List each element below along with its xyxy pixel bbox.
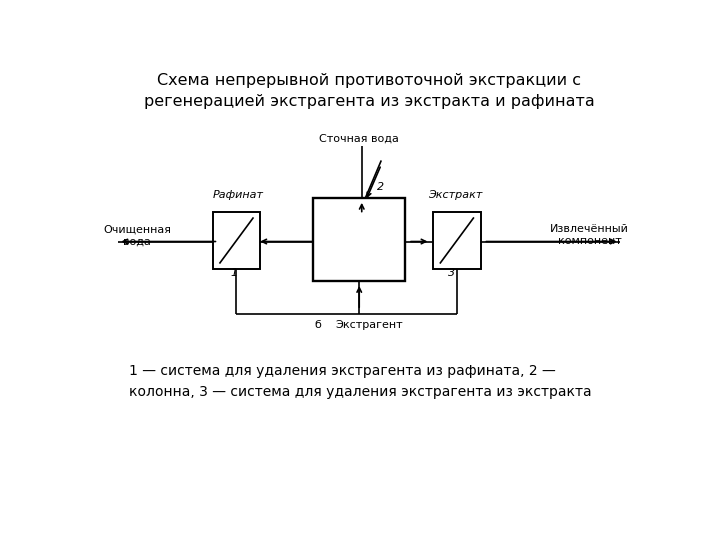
Text: 2: 2: [377, 183, 384, 192]
Text: Экстракт: Экстракт: [428, 190, 482, 200]
Text: 1 — система для удаления экстрагента из рафината, 2 —
колонна, 3 — система для у: 1 — система для удаления экстрагента из …: [129, 364, 592, 399]
Text: Сточная вода: Сточная вода: [319, 134, 399, 144]
Text: Схема непрерывной противоточной экстракции с
регенерацией экстрагента из экстрак: Схема непрерывной противоточной экстракц…: [143, 73, 595, 109]
Bar: [213, 212, 260, 268]
Bar: [433, 212, 481, 268]
Text: б: б: [315, 320, 322, 330]
Text: Извлечённый
компонент: Извлечённый компонент: [550, 224, 629, 246]
Text: Очищенная
вода: Очищенная вода: [104, 224, 171, 246]
Text: 1: 1: [230, 268, 238, 278]
Text: Экстрагент: Экстрагент: [336, 320, 403, 330]
Text: Рафинат: Рафинат: [212, 190, 264, 200]
Text: 3: 3: [448, 268, 455, 278]
Bar: [313, 198, 405, 281]
